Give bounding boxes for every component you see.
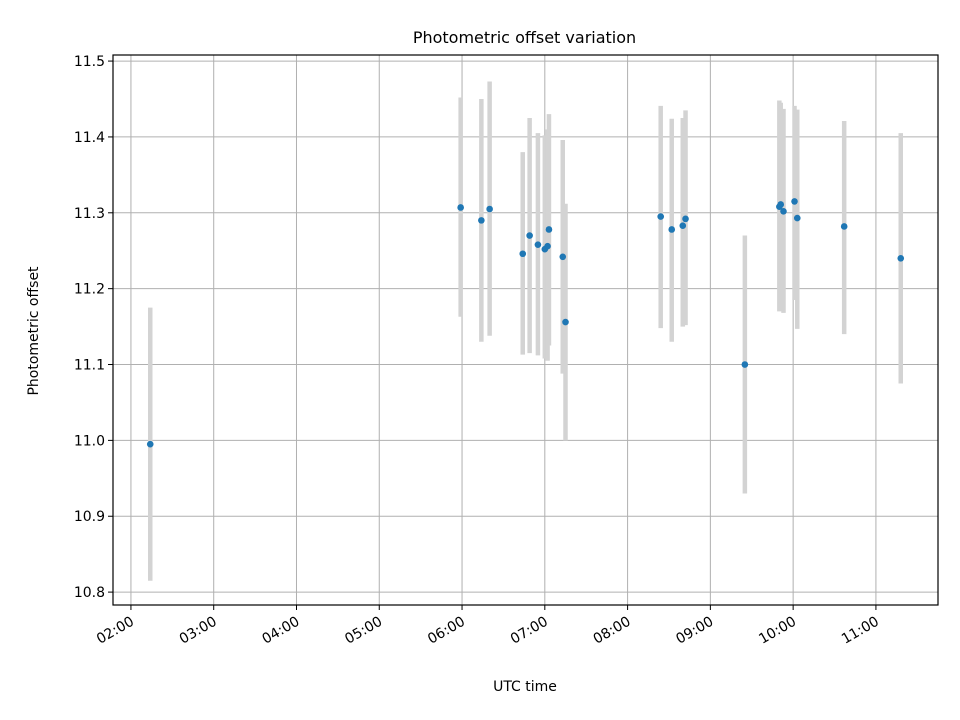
y-tick-label: 11.2 bbox=[74, 282, 105, 298]
y-tick-label: 11.3 bbox=[74, 206, 105, 222]
data-point bbox=[780, 207, 787, 215]
data-point bbox=[741, 361, 749, 368]
data-point bbox=[559, 253, 567, 261]
data-point bbox=[793, 214, 801, 222]
data-point bbox=[897, 255, 905, 262]
data-point bbox=[146, 440, 154, 448]
data-point bbox=[544, 242, 551, 250]
data-point bbox=[791, 198, 798, 205]
chart-title: Photometric offset variation bbox=[413, 28, 636, 47]
plot-area-frame bbox=[112, 54, 939, 606]
data-point bbox=[457, 204, 464, 211]
data-point bbox=[840, 223, 848, 230]
x-axis-label: UTC time bbox=[493, 679, 557, 695]
y-axis-ticks: 10.8 10.9 11.0 11.1 11.2 11.3 11.4 11.5 bbox=[74, 54, 113, 601]
data-point bbox=[486, 205, 493, 213]
y-axis-label: Photometric offset bbox=[26, 266, 42, 396]
data-point bbox=[657, 213, 665, 220]
data-point bbox=[679, 222, 687, 229]
data-point bbox=[545, 226, 553, 233]
data-point bbox=[668, 226, 676, 233]
y-tick-label: 11.5 bbox=[74, 54, 105, 70]
data-points bbox=[146, 198, 905, 448]
data-point bbox=[534, 241, 542, 248]
data-point bbox=[777, 201, 785, 208]
data-point bbox=[526, 232, 533, 239]
y-tick-label: 10.8 bbox=[74, 585, 105, 601]
data-point bbox=[682, 215, 689, 223]
data-point bbox=[519, 250, 527, 258]
data-point bbox=[478, 217, 485, 224]
y-tick-label: 10.9 bbox=[74, 509, 105, 525]
y-tick-label: 11.1 bbox=[74, 358, 105, 374]
data-point bbox=[562, 318, 569, 326]
y-tick-label: 11.4 bbox=[74, 130, 105, 146]
y-tick-label: 11.0 bbox=[74, 433, 105, 449]
